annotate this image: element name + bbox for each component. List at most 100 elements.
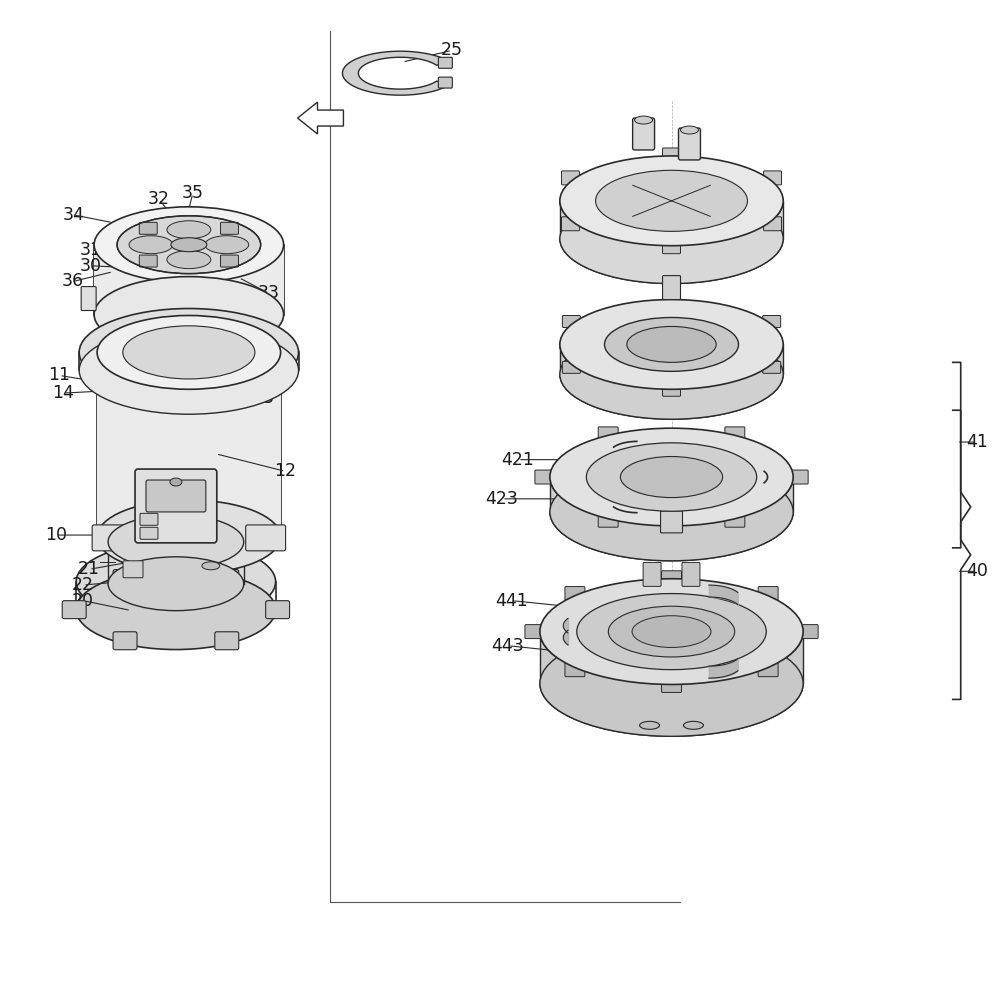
Text: 30: 30: [80, 256, 102, 275]
FancyBboxPatch shape: [172, 488, 206, 514]
Ellipse shape: [560, 193, 783, 284]
FancyBboxPatch shape: [113, 570, 137, 587]
FancyBboxPatch shape: [663, 384, 680, 397]
Text: 441: 441: [496, 592, 528, 610]
FancyBboxPatch shape: [598, 514, 618, 527]
FancyBboxPatch shape: [663, 293, 680, 304]
Polygon shape: [342, 51, 450, 95]
Ellipse shape: [680, 126, 698, 134]
Ellipse shape: [560, 156, 783, 246]
FancyBboxPatch shape: [682, 563, 700, 586]
Text: 10: 10: [45, 526, 67, 544]
FancyBboxPatch shape: [140, 527, 158, 539]
FancyBboxPatch shape: [221, 222, 238, 235]
Ellipse shape: [76, 570, 276, 649]
FancyBboxPatch shape: [525, 625, 545, 638]
FancyBboxPatch shape: [139, 255, 157, 267]
FancyBboxPatch shape: [562, 217, 579, 231]
Ellipse shape: [129, 236, 173, 253]
FancyBboxPatch shape: [764, 217, 782, 231]
Text: 42: 42: [689, 504, 710, 521]
Text: 32: 32: [148, 191, 170, 208]
FancyBboxPatch shape: [758, 663, 778, 677]
Ellipse shape: [108, 557, 244, 611]
FancyBboxPatch shape: [663, 240, 680, 253]
FancyBboxPatch shape: [763, 361, 781, 373]
Ellipse shape: [577, 593, 766, 670]
Polygon shape: [298, 102, 343, 134]
Text: 33: 33: [258, 284, 280, 302]
Text: 34: 34: [62, 206, 84, 224]
FancyBboxPatch shape: [562, 171, 579, 185]
FancyBboxPatch shape: [113, 631, 137, 650]
FancyBboxPatch shape: [62, 601, 86, 619]
Ellipse shape: [560, 300, 783, 389]
Text: 20: 20: [72, 592, 94, 610]
Ellipse shape: [596, 170, 747, 232]
Ellipse shape: [202, 562, 220, 570]
Ellipse shape: [97, 315, 281, 389]
Text: 14: 14: [52, 384, 74, 402]
FancyBboxPatch shape: [662, 679, 681, 692]
FancyBboxPatch shape: [788, 470, 808, 484]
FancyBboxPatch shape: [81, 287, 96, 310]
FancyBboxPatch shape: [661, 511, 682, 533]
Ellipse shape: [550, 428, 793, 526]
Ellipse shape: [586, 443, 757, 512]
Ellipse shape: [632, 616, 711, 647]
Text: 35: 35: [182, 185, 204, 202]
Ellipse shape: [635, 116, 653, 124]
Text: 22: 22: [72, 576, 94, 594]
Ellipse shape: [79, 326, 299, 414]
Text: 13: 13: [252, 389, 274, 407]
FancyBboxPatch shape: [565, 586, 585, 601]
Text: 36: 36: [62, 272, 84, 291]
FancyBboxPatch shape: [266, 601, 290, 619]
FancyBboxPatch shape: [565, 663, 585, 677]
FancyBboxPatch shape: [725, 427, 745, 441]
Ellipse shape: [171, 238, 207, 251]
FancyBboxPatch shape: [215, 570, 239, 587]
Text: 40: 40: [966, 563, 988, 580]
Ellipse shape: [79, 308, 299, 397]
FancyBboxPatch shape: [215, 631, 239, 650]
Ellipse shape: [97, 500, 281, 573]
Polygon shape: [97, 353, 281, 537]
Ellipse shape: [167, 250, 211, 269]
Ellipse shape: [94, 277, 284, 353]
Ellipse shape: [76, 542, 276, 622]
Text: 422: 422: [698, 441, 731, 459]
FancyBboxPatch shape: [633, 118, 655, 150]
Polygon shape: [560, 201, 783, 284]
Polygon shape: [94, 245, 284, 314]
Ellipse shape: [540, 630, 803, 736]
Ellipse shape: [167, 221, 211, 239]
Text: 421: 421: [502, 451, 534, 468]
Ellipse shape: [605, 317, 739, 371]
FancyBboxPatch shape: [562, 361, 580, 373]
FancyBboxPatch shape: [758, 586, 778, 601]
FancyBboxPatch shape: [663, 148, 680, 162]
FancyBboxPatch shape: [92, 525, 132, 551]
Ellipse shape: [620, 457, 723, 498]
Ellipse shape: [550, 464, 793, 561]
Ellipse shape: [640, 722, 660, 730]
FancyBboxPatch shape: [798, 625, 818, 638]
Text: 44: 44: [726, 636, 748, 655]
Text: 25: 25: [441, 41, 463, 59]
Polygon shape: [560, 345, 783, 419]
Polygon shape: [550, 477, 793, 561]
FancyBboxPatch shape: [662, 571, 681, 584]
Ellipse shape: [627, 326, 716, 362]
Polygon shape: [540, 631, 803, 736]
Text: 442: 442: [715, 607, 748, 626]
Ellipse shape: [608, 606, 735, 657]
Ellipse shape: [205, 236, 249, 253]
FancyBboxPatch shape: [679, 128, 700, 160]
FancyBboxPatch shape: [146, 480, 206, 512]
Ellipse shape: [117, 216, 261, 274]
FancyBboxPatch shape: [140, 514, 158, 525]
FancyBboxPatch shape: [763, 315, 781, 327]
FancyBboxPatch shape: [246, 525, 286, 551]
Ellipse shape: [683, 722, 703, 730]
